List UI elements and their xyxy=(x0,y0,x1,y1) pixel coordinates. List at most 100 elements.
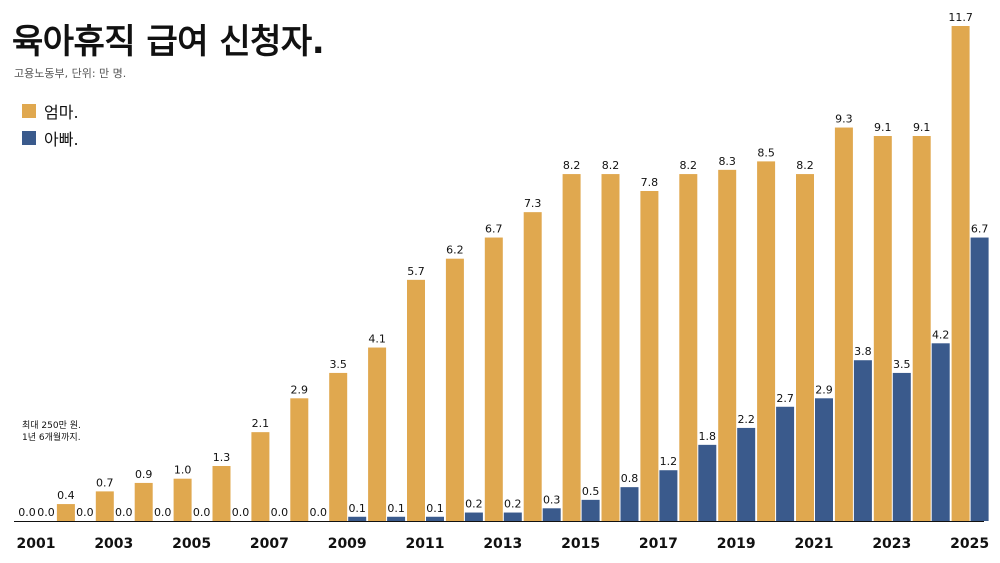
legend-item-mother: 엄마. xyxy=(22,99,79,123)
value-label-father-2017: 1.2 xyxy=(660,455,678,468)
value-label-father-2005: 0.0 xyxy=(193,506,211,519)
legend-swatch-father xyxy=(22,131,36,145)
x-tick-label-2019: 2019 xyxy=(717,536,756,552)
value-label-mother-2024: 9.1 xyxy=(913,121,931,134)
bar-mother-2021 xyxy=(796,174,814,522)
value-label-mother-2023: 9.1 xyxy=(874,121,892,134)
chart-subtitle: 고용노동부, 단위: 만 명. xyxy=(14,67,127,80)
bar-father-2011 xyxy=(426,516,444,521)
value-label-father-2012: 0.2 xyxy=(465,498,483,511)
legend-label-father: 아빠. xyxy=(44,130,79,149)
legend-label-mother: 엄마. xyxy=(44,103,79,122)
value-label-mother-2004: 0.9 xyxy=(135,468,153,481)
value-label-father-2001: 0.0 xyxy=(37,506,55,519)
legend: 엄마. 아빠. xyxy=(22,99,79,153)
value-label-mother-2019: 8.3 xyxy=(718,155,736,168)
value-label-father-2011: 0.1 xyxy=(426,502,444,515)
value-label-mother-2014: 7.3 xyxy=(524,197,542,210)
bar-father-2015 xyxy=(581,499,600,521)
bar-father-2023 xyxy=(892,372,911,521)
x-tick-label-2021: 2021 xyxy=(795,536,834,552)
value-label-father-2004: 0.0 xyxy=(154,506,172,519)
x-tick-label-2015: 2015 xyxy=(561,536,600,552)
value-label-father-2014: 0.3 xyxy=(543,493,561,506)
value-label-mother-2020: 8.5 xyxy=(757,146,775,159)
chart-title: 육아휴직 급여 신청자. xyxy=(12,22,325,62)
value-label-father-2007: 0.0 xyxy=(271,506,289,519)
value-label-mother-2015: 8.2 xyxy=(563,159,581,172)
value-label-father-2020: 2.7 xyxy=(776,392,794,405)
bar-mother-2009 xyxy=(329,372,348,521)
value-label-mother-2013: 6.7 xyxy=(485,223,503,236)
bar-mother-2014 xyxy=(523,212,542,521)
bar-father-2016 xyxy=(620,487,639,521)
bar-mother-2017 xyxy=(640,191,659,521)
bar-mother-2006 xyxy=(212,466,231,521)
bar-mother-2015 xyxy=(562,174,581,522)
bar-mother-2005 xyxy=(173,478,192,521)
value-label-father-2013: 0.2 xyxy=(504,498,522,511)
value-label-father-2019: 2.2 xyxy=(737,413,755,426)
value-label-mother-2002: 0.4 xyxy=(57,489,75,502)
x-tick-label-2011: 2011 xyxy=(406,536,445,552)
value-label-mother-2007: 2.1 xyxy=(252,417,270,430)
value-label-mother-2008: 2.9 xyxy=(291,383,309,396)
bar-mother-2007 xyxy=(251,432,270,521)
bar-mother-2010 xyxy=(368,347,387,521)
value-label-mother-2010: 4.1 xyxy=(368,333,386,346)
x-tick-label-2023: 2023 xyxy=(872,536,911,552)
bar-mother-2022 xyxy=(834,127,853,522)
value-label-father-2008: 0.0 xyxy=(310,506,328,519)
value-label-father-2021: 2.9 xyxy=(815,383,833,396)
bar-father-2014 xyxy=(542,508,561,521)
value-label-mother-2005: 1.0 xyxy=(174,464,192,477)
bar-father-2024 xyxy=(931,343,950,521)
bar-mother-2013 xyxy=(484,237,503,522)
bar-mother-2004 xyxy=(134,482,153,521)
value-label-mother-2011: 5.7 xyxy=(407,265,425,278)
bar-mother-2024 xyxy=(912,136,931,521)
bar-mother-2012 xyxy=(445,258,464,521)
x-tick-label-2007: 2007 xyxy=(250,536,289,552)
value-label-father-2002: 0.0 xyxy=(76,506,94,519)
value-label-mother-2016: 8.2 xyxy=(602,159,620,172)
bar-mother-2003 xyxy=(95,491,114,521)
bar-mother-2025 xyxy=(951,26,970,521)
note-line-max-duration: 1년 6개월까지. xyxy=(22,433,81,443)
value-label-mother-2017: 7.8 xyxy=(641,176,659,189)
bar-father-2025 xyxy=(970,237,989,522)
value-label-father-2009: 0.1 xyxy=(348,502,366,515)
bar-father-2017 xyxy=(659,470,678,521)
bar-father-2012 xyxy=(464,512,483,521)
value-label-mother-2009: 3.5 xyxy=(329,358,347,371)
note-line-max-amount: 최대 250만 원. xyxy=(22,421,81,431)
value-label-father-2022: 3.8 xyxy=(854,345,872,358)
bar-father-2022 xyxy=(853,360,872,521)
bar-father-2010 xyxy=(387,516,406,521)
bar-mother-2019 xyxy=(718,169,737,521)
bar-father-2009 xyxy=(348,516,367,521)
bar-father-2020 xyxy=(776,406,795,521)
bar-father-2018 xyxy=(698,444,717,521)
x-tick-label-2013: 2013 xyxy=(483,536,522,552)
bar-mother-2016 xyxy=(601,174,620,522)
value-label-mother-2001: 0.0 xyxy=(18,506,36,519)
legend-item-father: 아빠. xyxy=(22,126,79,150)
value-label-father-2003: 0.0 xyxy=(115,506,133,519)
value-label-father-2006: 0.0 xyxy=(232,506,250,519)
value-label-mother-2018: 8.2 xyxy=(680,159,698,172)
value-label-father-2018: 1.8 xyxy=(699,430,717,443)
bar-father-2013 xyxy=(503,512,522,521)
value-label-father-2010: 0.1 xyxy=(387,502,405,515)
bar-mother-2023 xyxy=(873,136,892,521)
value-label-mother-2006: 1.3 xyxy=(213,451,231,464)
value-label-father-2023: 3.5 xyxy=(893,358,911,371)
x-tick-label-2025: 2025 xyxy=(950,536,989,552)
x-tick-label-2003: 2003 xyxy=(94,536,133,552)
value-label-mother-2021: 8.2 xyxy=(796,159,814,172)
bar-mother-2011 xyxy=(407,279,425,521)
bar-father-2021 xyxy=(815,398,833,521)
x-tick-label-2017: 2017 xyxy=(639,536,678,552)
bar-mother-2008 xyxy=(290,398,309,521)
